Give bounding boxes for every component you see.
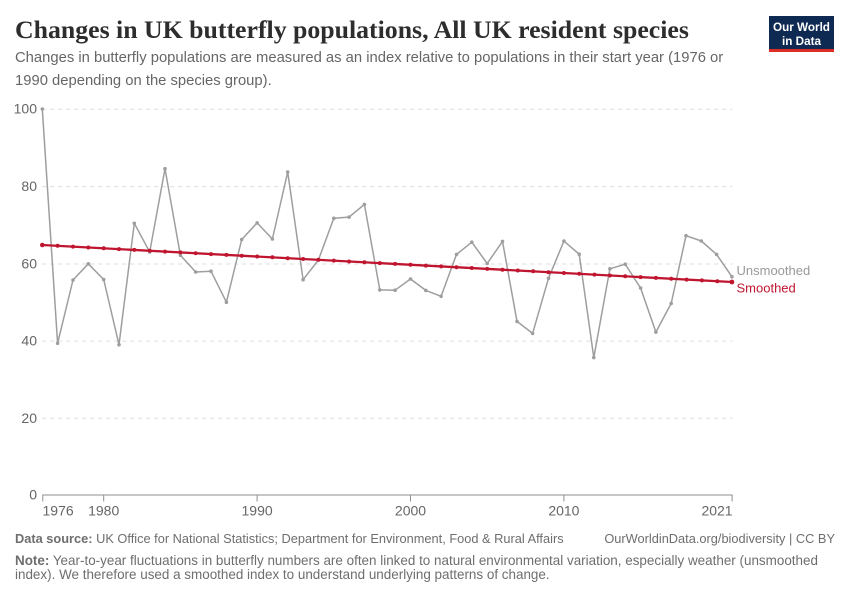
svg-text:60: 60: [21, 256, 37, 272]
svg-text:2000: 2000: [395, 502, 426, 518]
svg-text:0: 0: [29, 487, 37, 503]
svg-text:1976: 1976: [43, 502, 74, 518]
svg-text:80: 80: [21, 178, 37, 194]
svg-text:1990: 1990: [242, 502, 273, 518]
svg-text:40: 40: [21, 333, 37, 349]
svg-text:Unsmoothed: Unsmoothed: [737, 263, 811, 278]
svg-text:Smoothed: Smoothed: [737, 281, 796, 296]
svg-text:20: 20: [21, 410, 37, 426]
svg-text:2021: 2021: [701, 502, 732, 518]
svg-text:1980: 1980: [88, 502, 119, 518]
svg-text:100: 100: [14, 101, 38, 117]
svg-text:2010: 2010: [548, 502, 579, 518]
